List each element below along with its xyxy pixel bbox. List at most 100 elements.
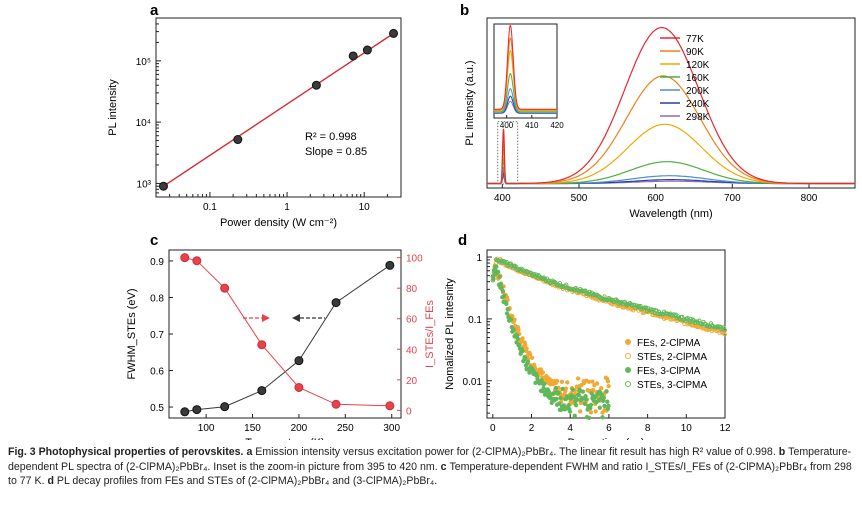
x-tick-label: 0.1 xyxy=(203,202,217,213)
inset-tick-label: 410 xyxy=(525,121,539,130)
decay-point xyxy=(661,316,667,321)
decay-point xyxy=(574,396,579,402)
decay-point xyxy=(605,399,610,404)
decay-point xyxy=(553,385,558,391)
y-tick-label: 1 xyxy=(476,253,482,264)
inset-line xyxy=(494,73,557,113)
arrow-right-head xyxy=(262,314,270,322)
decay-point xyxy=(523,342,528,348)
panel-c-frame xyxy=(168,249,402,419)
decay-point xyxy=(511,327,516,332)
data-point xyxy=(389,28,399,38)
data-point xyxy=(233,135,243,145)
panel-a-letter: a xyxy=(150,2,159,19)
legend-label: 77K xyxy=(686,34,704,45)
data-point xyxy=(220,402,230,412)
decay-point xyxy=(503,260,508,266)
decay-point xyxy=(565,285,570,290)
x-axis-label: Power density (W cm⁻²) xyxy=(220,217,337,229)
x-tick-label: 100 xyxy=(198,423,215,434)
fit-line xyxy=(163,32,394,187)
decay-point xyxy=(498,281,504,287)
y-axis-label-left: FWHM_STEs (eV) xyxy=(126,288,138,379)
decay-point xyxy=(500,288,506,294)
caption-label: Fig. 3 Photophysical properties of perov… xyxy=(8,446,244,458)
panel-b-letter: b xyxy=(460,2,469,19)
caption-b: Temperature-dependent PL spectra of (2-C… xyxy=(8,446,852,473)
x-tick-label: 200 xyxy=(291,423,308,434)
legend-marker xyxy=(625,381,631,387)
decay-point xyxy=(490,278,495,283)
decay-point xyxy=(604,389,609,394)
decay-point xyxy=(601,395,607,400)
decay-point xyxy=(520,348,525,354)
decay-point xyxy=(502,293,507,299)
y-tick-label: 0.1 xyxy=(468,315,482,326)
data-point xyxy=(331,298,341,308)
x-tick-label: 10 xyxy=(681,423,693,434)
decay-point xyxy=(586,292,591,297)
decay-point xyxy=(690,317,696,322)
x-axis-label: Decay time (ns) xyxy=(567,437,644,440)
spectrum-line xyxy=(487,123,855,185)
decay-point xyxy=(671,312,676,317)
decay-point xyxy=(566,402,571,408)
decay-point xyxy=(554,378,560,384)
decay-point xyxy=(587,289,592,295)
decay-point xyxy=(600,415,605,420)
decay-point xyxy=(546,389,552,394)
x-tick-label: 800 xyxy=(801,193,818,204)
decay-point xyxy=(656,309,661,314)
y-tick-label-right: 80 xyxy=(406,284,418,295)
x-tick-label: 2 xyxy=(529,423,535,434)
data-point xyxy=(331,399,341,409)
decay-point xyxy=(532,272,537,277)
x-tick-label: 10 xyxy=(359,202,371,213)
x-tick-label: 150 xyxy=(244,423,261,434)
decay-point xyxy=(505,307,510,312)
legend-label: STEs, 2-ClPMA xyxy=(637,352,707,363)
x-tick-label: 4 xyxy=(567,423,573,434)
panel-a-frame xyxy=(155,17,402,198)
decay-point xyxy=(607,296,613,301)
decay-point xyxy=(705,323,710,328)
spectrum-line xyxy=(487,171,855,185)
decay-point xyxy=(556,391,561,396)
decay-point xyxy=(557,401,562,406)
data-point xyxy=(385,260,395,270)
y-tick-label-right: 60 xyxy=(406,315,418,326)
y-axis-label-right: I_STEs/I_FEs xyxy=(424,300,436,368)
panel-a: a 0.1 1 10 10³ 10⁴ 10⁵ R² = 0.998 Slope = 0.85 P… xyxy=(107,2,402,229)
decay-point xyxy=(693,320,699,325)
x-tick-label: 12 xyxy=(719,423,731,434)
decay-point xyxy=(588,410,594,415)
decay-point xyxy=(578,409,583,414)
decay-point xyxy=(576,392,581,397)
decay-point xyxy=(515,336,521,342)
data-point xyxy=(362,45,372,55)
y-axis-label: Nomalized PL intesnity xyxy=(444,278,456,390)
data-point xyxy=(385,401,395,411)
data-point xyxy=(192,405,202,415)
caption-c: Temperature-dependent FWHM and ratio I_S… xyxy=(8,460,852,488)
data-point xyxy=(311,80,321,90)
decay-point xyxy=(561,403,567,408)
arrow-left-head xyxy=(292,314,300,322)
inset-tick-label: 400 xyxy=(500,121,514,130)
data-point xyxy=(180,253,190,263)
decay-point xyxy=(497,274,502,280)
decay-point xyxy=(529,355,535,360)
x-tick-label: 400 xyxy=(494,193,511,204)
decay-point xyxy=(590,379,595,384)
decay-point xyxy=(556,283,561,288)
decay-point xyxy=(520,336,525,341)
data-point xyxy=(348,51,358,61)
legend-label: 298K xyxy=(686,112,710,123)
panel-b: b 400 500 600 700 800 400 410 420 77K 90K 120K 160K… xyxy=(460,2,856,220)
x-tick-label: 250 xyxy=(337,423,354,434)
y-tick-label: 10⁴ xyxy=(136,118,151,129)
decay-point xyxy=(536,273,541,278)
panel-d: d 0 2 4 6 8 10 12 0.01 0.1 1 FEs, 2-ClPMA STEs, 2-C… xyxy=(444,232,731,440)
legend-label: 120K xyxy=(686,60,710,71)
decay-point xyxy=(513,263,518,269)
